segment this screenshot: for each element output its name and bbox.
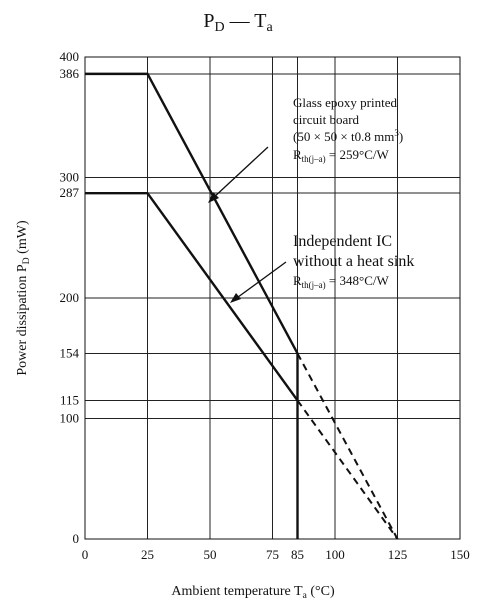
annotation-board-line2: circuit board bbox=[293, 112, 360, 127]
annotation-board: Glass epoxy printed circuit board (50 × … bbox=[293, 95, 403, 164]
annotation-board-line1: Glass epoxy printed bbox=[293, 95, 397, 110]
y-tick-label-287: 287 bbox=[60, 185, 80, 200]
annotation-ic-arrow-head bbox=[230, 293, 241, 303]
y-tick-label-115: 115 bbox=[60, 392, 79, 407]
series-layer bbox=[85, 72, 399, 540]
series-board-line bbox=[85, 72, 299, 539]
plot-frame bbox=[84, 56, 461, 540]
series-ic-line bbox=[85, 191, 299, 402]
annotation-ic: Independent IC without a heat sink Rth(j… bbox=[293, 233, 414, 290]
y-tick-label-0: 0 bbox=[73, 531, 80, 546]
x-tick-label-50: 50 bbox=[204, 547, 217, 562]
x-tick-label-125: 125 bbox=[388, 547, 408, 562]
y-tick-label-400: 400 bbox=[60, 49, 80, 64]
annotation-ic-rth: Rth(j–a) = 348°C/W bbox=[293, 273, 389, 290]
chart-title: PD — Ta bbox=[203, 10, 273, 35]
annotation-ic-line2: without a heat sink bbox=[293, 253, 414, 270]
y-tick-label-200: 200 bbox=[60, 290, 80, 305]
x-tick-label-100: 100 bbox=[325, 547, 345, 562]
y-tick-label-300: 300 bbox=[60, 170, 80, 185]
series-ic-dashed-line bbox=[296, 399, 399, 540]
x-tick-label-25: 25 bbox=[141, 547, 154, 562]
y-axis-label: Power dissipation PD (mW) bbox=[15, 220, 32, 376]
x-axis-label: Ambient temperature Ta (°C) bbox=[171, 584, 335, 601]
series-board-dashed-line bbox=[296, 352, 399, 540]
annotation-board-arrow-head bbox=[208, 192, 219, 203]
y-tick-label-154: 154 bbox=[60, 345, 80, 360]
annotation-board-arrow-shaft bbox=[211, 146, 269, 200]
x-tick-label-75: 75 bbox=[266, 547, 279, 562]
grid bbox=[85, 57, 460, 539]
y-tick-label-386: 386 bbox=[60, 66, 80, 81]
annotation-board-line3: (50 × 50 × t0.8 mm3) bbox=[293, 128, 403, 144]
annotation-ic-arrow-shaft bbox=[233, 261, 287, 301]
y-tick-label-100: 100 bbox=[60, 411, 80, 426]
annotation-ic-line1: Independent IC bbox=[293, 233, 392, 250]
x-tick-label-0: 0 bbox=[82, 547, 89, 562]
x-tick-label-85: 85 bbox=[291, 547, 304, 562]
annotation-board-rth: Rth(j–a) = 259°C/W bbox=[293, 147, 389, 164]
x-tick-label-150: 150 bbox=[450, 547, 470, 562]
